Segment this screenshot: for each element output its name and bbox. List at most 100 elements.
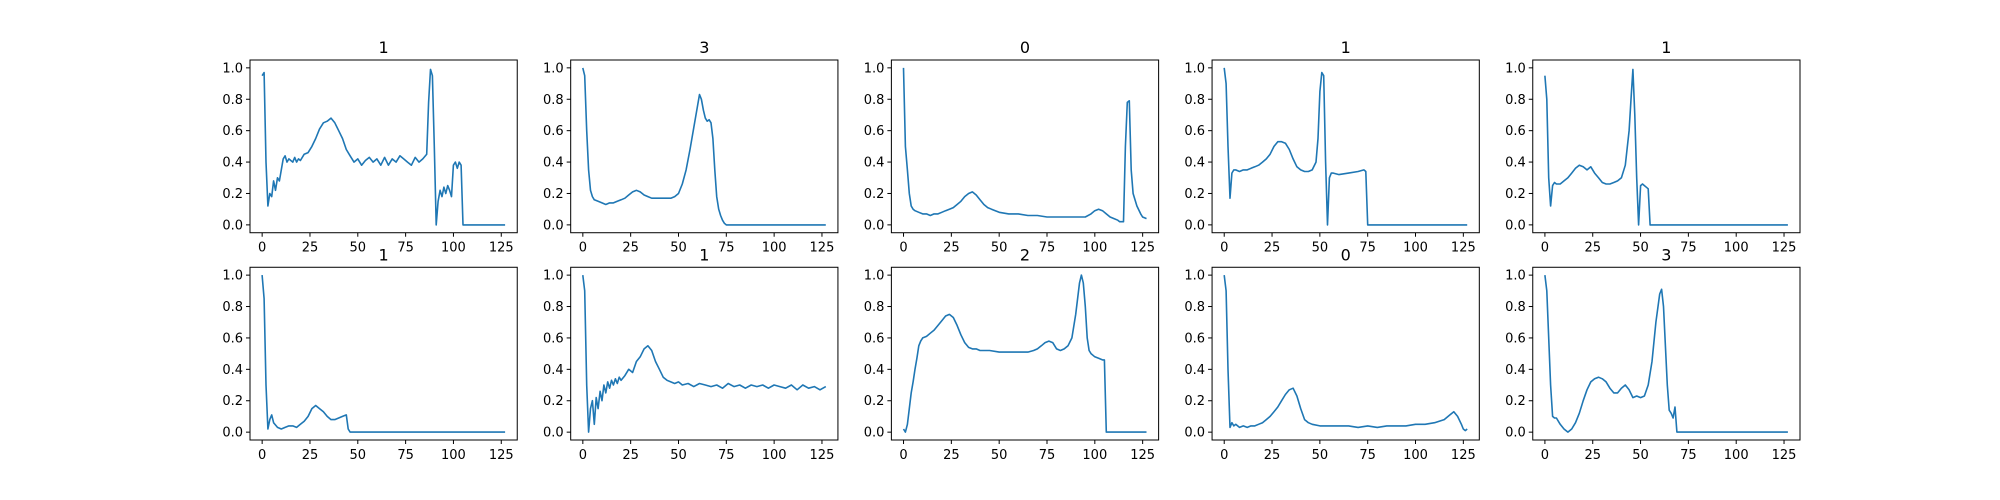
y-tick-label: 0.6: [543, 124, 564, 139]
series-line: [1223, 67, 1468, 226]
series-line: [582, 67, 826, 226]
axes-frame: [570, 59, 839, 234]
x-tick-label: 25: [943, 241, 960, 256]
x-tick-label: 125: [1772, 241, 1797, 256]
y-tick-label: 0.4: [543, 363, 564, 378]
y-tick-label: 0.2: [1505, 187, 1526, 202]
y-tick-label: 0.8: [222, 300, 243, 315]
y-tick-label: 1.0: [1184, 61, 1205, 76]
subplot-9: 0 0.0 0.2 0.4 0.6 0.8 1.0 0 25 50 75 100 125: [1184, 245, 1480, 463]
series-line: [1223, 275, 1468, 432]
subplot-1: 1 0.0 0.2 0.4 0.6 0.8 1.0 0 25 50 75 100 125: [222, 38, 518, 256]
x-tick-label: 125: [1130, 448, 1155, 463]
y-tick-label: 0.0: [1505, 218, 1526, 233]
x-tick-label: 75: [1680, 448, 1697, 463]
y-tick-label: 0.2: [1184, 187, 1205, 202]
subplot-title: 1: [1341, 38, 1351, 57]
x-tick-label: 0: [899, 448, 907, 463]
subplot-4: 1 0.0 0.2 0.4 0.6 0.8 1.0 0 25 50 75 100 125: [1184, 38, 1480, 256]
x-tick-label: 50: [350, 448, 367, 463]
x-tick-label: 0: [1220, 448, 1228, 463]
y-tick-label: 0.6: [543, 331, 564, 346]
x-tick-label: 50: [991, 241, 1008, 256]
x-tick-label: 125: [489, 448, 514, 463]
y-tick-label: 0.8: [543, 93, 564, 108]
x-tick-label: 100: [1724, 241, 1749, 256]
y-tick-label: 0.8: [1505, 300, 1526, 315]
x-tick-label: 25: [1584, 241, 1601, 256]
y-tick-label: 0.4: [1184, 363, 1205, 378]
axes-frame: [1211, 266, 1480, 441]
y-tick-label: 0.6: [1184, 331, 1205, 346]
x-tick-label: 125: [1451, 448, 1476, 463]
series-line: [261, 275, 506, 433]
y-tick-label: 0.4: [222, 363, 243, 378]
y-tick-label: 1.0: [1505, 269, 1526, 284]
x-tick-label: 75: [397, 448, 414, 463]
y-tick-label: 0.8: [864, 300, 885, 315]
x-tick-label: 0: [1541, 448, 1549, 463]
x-tick-label: 100: [1403, 241, 1428, 256]
subplot-title: 0: [1020, 38, 1030, 57]
x-tick-label: 75: [1039, 448, 1056, 463]
x-tick-label: 25: [1264, 448, 1281, 463]
y-tick-label: 0.0: [1505, 426, 1526, 441]
x-tick-label: 50: [991, 448, 1008, 463]
x-tick-label: 100: [1403, 448, 1428, 463]
subplot-6: 1 0.0 0.2 0.4 0.6 0.8 1.0 0 25 50 75 100 125: [222, 245, 518, 463]
series-line: [902, 274, 1147, 433]
y-tick-label: 0.6: [222, 331, 243, 346]
x-tick-label: 50: [350, 241, 367, 256]
x-tick-label: 50: [670, 448, 687, 463]
x-tick-label: 75: [718, 448, 735, 463]
x-tick-label: 25: [943, 448, 960, 463]
y-tick-label: 0.6: [864, 331, 885, 346]
axes-frame: [1532, 59, 1801, 234]
subplot-title: 3: [699, 38, 709, 57]
x-tick-label: 125: [1451, 241, 1476, 256]
subplot-title: 0: [1341, 245, 1351, 264]
y-tick-label: 0.2: [864, 394, 885, 409]
subplot-title: 1: [379, 38, 389, 57]
x-tick-label: 50: [1312, 448, 1329, 463]
axes-frame: [890, 59, 1160, 234]
subplot-title: 1: [699, 245, 709, 264]
y-tick-label: 0.4: [864, 363, 885, 378]
subplot-10: 3 0.0 0.2 0.4 0.6 0.8 1.0 0 25 50 75 100 125: [1505, 245, 1801, 463]
y-tick-label: 1.0: [864, 61, 885, 76]
y-tick-label: 1.0: [1184, 269, 1205, 284]
x-tick-label: 0: [258, 241, 266, 256]
x-tick-label: 50: [1632, 241, 1649, 256]
y-tick-label: 0.0: [222, 426, 243, 441]
x-tick-label: 25: [302, 241, 319, 256]
x-tick-label: 25: [1264, 241, 1281, 256]
x-tick-label: 75: [397, 241, 414, 256]
x-tick-label: 0: [579, 448, 587, 463]
subplot-title: 3: [1661, 245, 1671, 264]
axes-frame: [1532, 266, 1801, 441]
x-tick-label: 0: [899, 241, 907, 256]
x-tick-label: 25: [1584, 448, 1601, 463]
y-tick-label: 0.4: [222, 156, 243, 171]
y-tick-label: 0.8: [864, 93, 885, 108]
x-tick-label: 100: [441, 241, 466, 256]
subplot-title: 1: [379, 245, 389, 264]
axes-frame: [1211, 59, 1480, 234]
subplot-5: 1 0.0 0.2 0.4 0.6 0.8 1.0 0 25 50 75 100 125: [1505, 38, 1801, 256]
y-tick-label: 0.0: [543, 426, 564, 441]
x-tick-label: 100: [1724, 448, 1749, 463]
x-tick-label: 75: [1680, 241, 1697, 256]
y-tick-label: 0.4: [1505, 363, 1526, 378]
x-tick-label: 0: [1220, 241, 1228, 256]
y-tick-label: 1.0: [864, 269, 885, 284]
axes-frame: [249, 266, 518, 441]
series-line: [1544, 275, 1788, 433]
series-line: [261, 68, 506, 226]
x-tick-label: 0: [258, 448, 266, 463]
y-tick-label: 1.0: [222, 269, 243, 284]
x-tick-label: 100: [441, 448, 466, 463]
y-tick-label: 0.0: [864, 218, 885, 233]
x-tick-label: 50: [1632, 448, 1649, 463]
